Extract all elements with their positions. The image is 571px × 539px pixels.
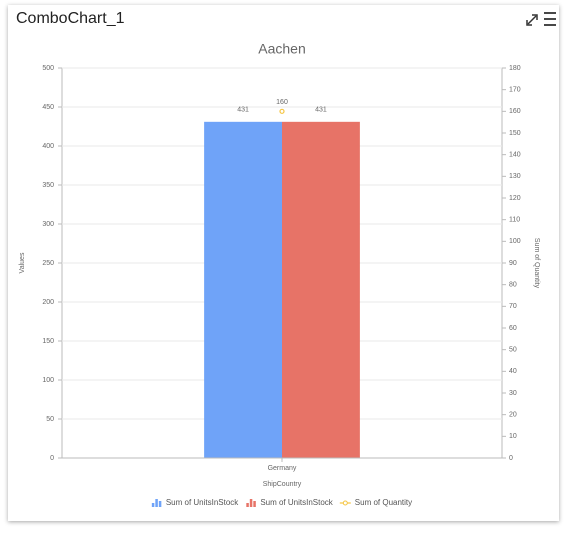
y2-tick-label: 60 [509, 325, 517, 332]
bar [204, 121, 282, 458]
y2-tick-label: 160 [509, 108, 521, 115]
legend-label[interactable]: Sum of UnitsInStock [260, 498, 333, 507]
y-tick-label: 500 [42, 65, 54, 72]
y2-tick-label: 170 [509, 87, 521, 94]
y-tick-label: 300 [42, 221, 54, 228]
line-marker [279, 108, 285, 114]
y2-tick-label: 130 [509, 173, 521, 180]
y2-tick-label: 40 [509, 368, 517, 375]
y2-tick-label: 10 [509, 433, 517, 440]
y-tick-label: 150 [42, 338, 54, 345]
menu-icon[interactable] [544, 12, 556, 26]
y2-axis-title: Sum of Quantity [533, 238, 540, 289]
y-tick-label: 50 [46, 416, 54, 423]
legend-icon[interactable] [158, 501, 162, 507]
y2-tick-label: 80 [509, 282, 517, 289]
legend-icon[interactable] [246, 503, 249, 507]
y2-tick-label: 110 [509, 217, 520, 224]
y2-tick-label: 30 [509, 390, 517, 397]
y-tick-label: 350 [42, 182, 54, 189]
bar [282, 121, 360, 458]
y2-tick-label: 120 [509, 195, 521, 202]
data-label: 431 [315, 107, 327, 114]
y-tick-label: 250 [42, 260, 54, 267]
y2-tick-label: 0 [509, 455, 513, 462]
y-tick-label: 0 [50, 455, 54, 462]
y2-tick-label: 140 [509, 152, 521, 159]
legend-label[interactable]: Sum of UnitsInStock [166, 498, 239, 507]
legend-icon[interactable] [155, 499, 158, 507]
y2-tick-label: 180 [509, 65, 521, 72]
y2-tick-label: 20 [509, 412, 517, 419]
y2-tick-label: 100 [509, 238, 521, 245]
y-tick-label: 100 [42, 377, 54, 384]
y-tick-label: 200 [42, 299, 54, 306]
legend-icon[interactable] [151, 503, 155, 507]
legend-icon[interactable] [342, 500, 348, 506]
x-axis-title: ShipCountry [263, 481, 302, 488]
y-tick-label: 400 [42, 143, 54, 150]
legend-icon[interactable] [253, 501, 256, 507]
y-tick-label: 450 [42, 104, 54, 111]
data-label: 431 [237, 107, 249, 114]
y2-tick-label: 90 [509, 260, 517, 267]
y2-tick-label: 50 [509, 347, 517, 354]
x-tick-label: Germany [268, 465, 297, 472]
chart-title: Aachen [258, 41, 305, 57]
expand-icon[interactable] [526, 14, 538, 26]
y-axis-title: Values [19, 252, 26, 273]
legend-icon[interactable] [249, 499, 253, 507]
y2-tick-label: 70 [509, 303, 517, 310]
data-label: 160 [276, 99, 288, 106]
widget-title: ComboChart_1 [16, 10, 125, 27]
y2-tick-label: 150 [509, 130, 521, 137]
legend-label[interactable]: Sum of Quantity [355, 498, 412, 507]
